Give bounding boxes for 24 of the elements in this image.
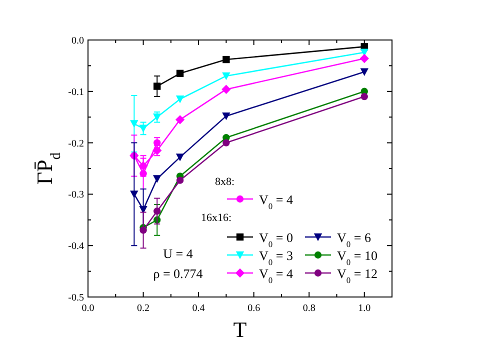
x-tick-label: 0.4: [192, 303, 205, 314]
legend-label: V$_{0}$ = 6: [337, 230, 372, 249]
y-tick-label: -0.2: [68, 138, 84, 150]
annotation: ρ = 0.774: [153, 266, 204, 281]
y-tick-label: -0.1: [68, 86, 84, 98]
y-tick-label: -0.4: [68, 241, 84, 252]
x-tick-label: 1.0: [358, 303, 371, 314]
x-axis-title: T: [233, 317, 248, 342]
legend-label: V$_{0}$ = 4: [259, 192, 294, 211]
x-tick-label: 0.0: [82, 303, 94, 314]
legend-label: V$_{0}$ = 12: [337, 266, 378, 285]
legend-label: V$_{0}$ = 3: [259, 248, 293, 267]
legend-label: V$_{0}$ = 4: [259, 266, 294, 285]
y-tick-label: 0.0: [72, 36, 84, 46]
x-tick-label: 0.6: [248, 303, 260, 314]
legend-label: V$_{0}$ = 0: [259, 230, 293, 249]
legend-label: V$_{0}$ = 10: [337, 248, 378, 267]
annotation: U = 4: [163, 246, 194, 261]
annotation: 16x16:: [201, 212, 232, 224]
y-tick-label: -0.5: [68, 292, 84, 304]
x-tick-label: 0.8: [302, 303, 316, 314]
x-tick-label: 0.2: [137, 303, 150, 314]
y-tick-label: -0.3: [68, 190, 84, 201]
annotation: 8x8:: [215, 176, 235, 188]
